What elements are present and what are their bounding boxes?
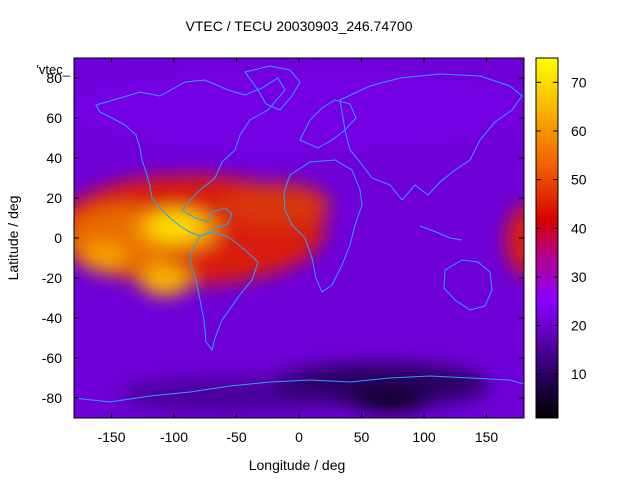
coastline-antarctica [74, 375, 524, 403]
colorbar-tick-label: 40 [571, 220, 587, 236]
heat-blob-north-purple [74, 70, 524, 150]
y-tick-label: -60 [42, 350, 62, 366]
y-tick-label: 20 [46, 190, 62, 206]
heat-blob-orange-south [140, 264, 190, 296]
x-tick-label: 50 [354, 429, 370, 445]
y-tick-label: 60 [46, 110, 62, 126]
colorbar-tick-label: 30 [571, 269, 587, 285]
colorbar-tick-label: 50 [571, 172, 587, 188]
coastline-greenland [244, 65, 301, 111]
colorbar-tick-label: 20 [571, 318, 587, 334]
y-tick-label: 80 [46, 70, 62, 86]
colorbar-tick-label: 70 [571, 74, 587, 90]
heat-blob-yellow-central-america [147, 212, 203, 240]
y-tick-label: -40 [42, 310, 62, 326]
coastline-europe [299, 99, 357, 149]
heat-blob-red-atlantic [220, 183, 330, 227]
x-tick-label: -150 [97, 429, 125, 445]
coastline-asia [339, 73, 523, 201]
y-axis-label: Latitude / deg [5, 196, 21, 281]
y-tick-label: 40 [46, 150, 62, 166]
y-tick-label: -80 [42, 390, 62, 406]
heat-blob-orange-pacific [83, 242, 127, 270]
heat-blob-red-east-edge [506, 205, 524, 275]
x-tick-label: 0 [295, 429, 303, 445]
y-tick-label: 0 [54, 230, 62, 246]
coastline-indonesia [419, 225, 463, 241]
coastlines [74, 65, 524, 403]
heat-blob-black-south [350, 390, 430, 410]
chart-title: VTEC / TECU 20030903_246.74700 [185, 18, 412, 34]
x-tick-label: 100 [412, 429, 436, 445]
coastline-north-america [95, 77, 286, 237]
colorbar-tick-label: 10 [571, 366, 587, 382]
heatmap-area [74, 58, 524, 418]
coastline-africa [283, 159, 363, 293]
y-axis-ticks: -80 -60 -40 -20 0 20 40 60 80 [42, 70, 524, 406]
x-tick-label: -50 [226, 429, 246, 445]
y-tick-label: -20 [42, 270, 62, 286]
colorbar [535, 57, 559, 419]
heat-blob-dark-southwest [120, 377, 340, 413]
x-axis-label: Longitude / deg [249, 457, 346, 473]
colorbar-ticks: 10 20 30 40 50 60 70 [536, 74, 587, 382]
x-tick-label: -100 [160, 429, 188, 445]
x-axis-ticks: -150 -100 -50 0 50 100 150 [97, 58, 498, 445]
colorbar-tick-label: 60 [571, 123, 587, 139]
coastline-australia [443, 259, 493, 311]
coastline-south-america [189, 231, 259, 352]
legend-label: 'vtec_ [36, 62, 70, 77]
x-tick-label: 150 [475, 429, 499, 445]
